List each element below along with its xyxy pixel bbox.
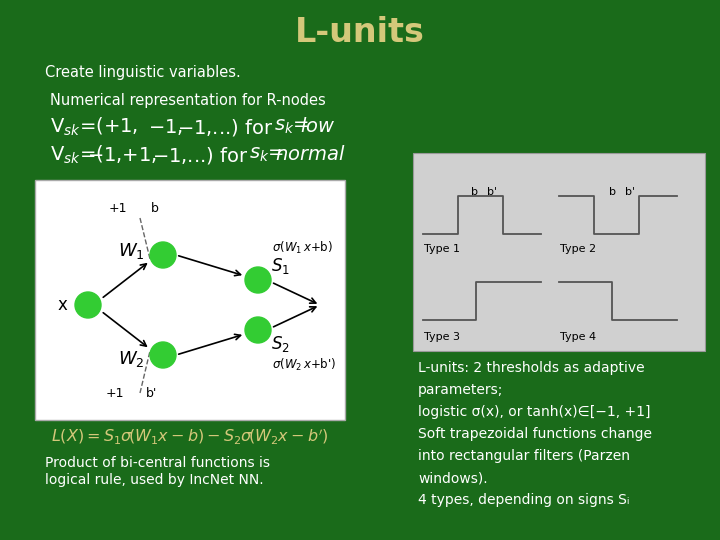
Text: Type 3: Type 3 [424, 332, 460, 342]
Circle shape [150, 242, 176, 268]
Text: $\mathrm{V}_{sk}$=(+1,: $\mathrm{V}_{sk}$=(+1, [50, 116, 138, 138]
Text: Type 1: Type 1 [424, 244, 460, 254]
Text: windows).: windows). [418, 471, 487, 485]
Text: $-$1,...) for: $-$1,...) for [177, 117, 273, 138]
Circle shape [245, 317, 271, 343]
Text: x: x [57, 296, 67, 314]
Text: $-$1,+1,: $-$1,+1, [87, 145, 157, 165]
Text: Numerical representation for R-nodes: Numerical representation for R-nodes [50, 92, 325, 107]
Text: Create linguistic variables.: Create linguistic variables. [45, 64, 240, 79]
Text: $\mathit{low}$: $\mathit{low}$ [300, 118, 336, 137]
Text: logistic σ(x), or tanh(x)∈[−1, +1]: logistic σ(x), or tanh(x)∈[−1, +1] [418, 405, 650, 419]
Text: $W_2$: $W_2$ [118, 349, 144, 369]
Text: $S_2$: $S_2$ [271, 334, 289, 354]
Text: 4 types, depending on signs Sᵢ: 4 types, depending on signs Sᵢ [418, 493, 629, 507]
Text: +1: +1 [106, 387, 125, 400]
Text: +1: +1 [109, 202, 127, 215]
Text: $-$1,...) for: $-$1,...) for [152, 145, 248, 165]
Text: Type 4: Type 4 [560, 332, 596, 342]
Circle shape [245, 267, 271, 293]
Text: b': b' [487, 187, 497, 197]
Circle shape [150, 342, 176, 368]
Circle shape [75, 292, 101, 318]
Text: b': b' [146, 387, 158, 400]
Text: b: b [472, 187, 479, 197]
Bar [413, 153, 705, 351]
Text: $s_k$=: $s_k$= [274, 118, 309, 137]
Text: Soft trapezoidal functions change: Soft trapezoidal functions change [418, 427, 652, 441]
Text: L-units: L-units [295, 17, 425, 50]
Text: $L(X) = S_1\sigma\!\left(W_1 x - b\right) - S_2\sigma\!\left(W_2 x - b'\right)$: $L(X) = S_1\sigma\!\left(W_1 x - b\right… [51, 426, 329, 446]
Text: $s_k$=: $s_k$= [249, 145, 284, 165]
Text: $S_1$: $S_1$ [271, 256, 289, 276]
Text: $\sigma(W_2\,x$+b'): $\sigma(W_2\,x$+b') [272, 357, 336, 373]
Text: into rectangular filters (Parzen: into rectangular filters (Parzen [418, 449, 630, 463]
Text: L-units: 2 thresholds as adaptive: L-units: 2 thresholds as adaptive [418, 361, 644, 375]
Bar [35, 180, 345, 420]
Text: $-$1,: $-$1, [148, 117, 183, 137]
Text: b: b [151, 202, 159, 215]
Text: b: b [608, 187, 616, 197]
Text: b': b' [625, 187, 635, 197]
Text: Product of bi-central functions is: Product of bi-central functions is [45, 456, 270, 470]
Text: logical rule, used by IncNet NN.: logical rule, used by IncNet NN. [45, 473, 264, 487]
Text: $W_1$: $W_1$ [117, 241, 144, 261]
Text: $\sigma(W_1\,x$+b): $\sigma(W_1\,x$+b) [272, 240, 333, 256]
Text: Type 2: Type 2 [560, 244, 596, 254]
Text: $\mathrm{V}_{sk}$=(: $\mathrm{V}_{sk}$=( [50, 144, 104, 166]
Text: parameters;: parameters; [418, 383, 503, 397]
Text: $\mathit{normal}$: $\mathit{normal}$ [275, 145, 346, 165]
